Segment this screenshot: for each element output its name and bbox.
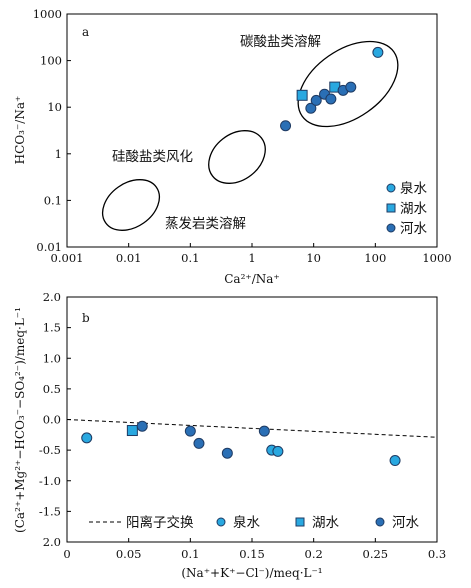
y-tick-label: 10 (47, 100, 62, 114)
data-point-river (258, 425, 270, 437)
data-point-spring (272, 445, 284, 457)
data-point-lake (126, 425, 138, 437)
x-tick-label: 100 (364, 251, 386, 265)
legend-marker-lake (386, 203, 396, 213)
panel-b-points (81, 420, 401, 467)
y-tick-label: 1.0 (43, 351, 61, 365)
panel-b-frame (66, 296, 438, 543)
x-tick-label: 0.001 (51, 251, 84, 265)
x-tick-label: 0.1 (181, 251, 199, 265)
panel-b-legend: 阳离子交换 泉水 湖水 河水 (89, 514, 419, 531)
panel-a-label: a (82, 25, 89, 39)
data-point-river (325, 93, 337, 105)
panel-b-ylabel: (Ca²⁺+Mg²⁺−HCO₃⁻−SO₄²⁻)/meq·L⁻¹ (13, 307, 27, 533)
x-tick-label: 0.1 (181, 547, 199, 561)
y-tick-label: -0.5 (39, 443, 61, 457)
panel-a: a 碳酸盐类溶解 硅酸盐类风化 蒸发岩类溶解 0.001 0.01 0.1 1 10 10… (13, 7, 452, 286)
data-point-river (345, 81, 357, 93)
data-point-river (184, 425, 196, 437)
legend-marker-spring (386, 183, 396, 193)
x-tick-label: 0.05 (116, 547, 142, 561)
panel-a-ylabel: HCO₃⁻/Na⁺ (13, 96, 27, 165)
y-tick-label: 1000 (33, 7, 62, 21)
panel-b-xlabel: (Na⁺+K⁺−Cl⁻)/meq·L⁻¹ (181, 566, 322, 580)
x-tick-label: 0.2 (305, 547, 323, 561)
carbonate-ellipse (297, 40, 399, 128)
x-tick-label: 0 (63, 547, 70, 561)
data-point-river (310, 94, 322, 106)
y-tick-label: 0.5 (43, 382, 61, 396)
y-tick-label: 0.0 (43, 413, 61, 427)
legend-label-lake: 湖水 (312, 515, 339, 531)
y-tick-label: 0.01 (36, 240, 62, 254)
y-tick-label: 1 (55, 147, 62, 161)
legend-marker-spring (216, 517, 226, 527)
legend-label-river: 河水 (392, 515, 419, 531)
panel-a-xlabel: Ca²⁺/Na⁺ (224, 272, 280, 286)
data-point-lake (296, 89, 308, 101)
legend-label-cation-exchange: 阳离子交换 (126, 514, 194, 531)
legend-label-spring: 泉水 (233, 514, 260, 531)
x-tick-label: 0.25 (363, 547, 389, 561)
y-tick-label: 0.1 (44, 193, 62, 207)
y-tick-label: -1.0 (39, 474, 61, 488)
legend-marker-river (386, 223, 396, 233)
data-point-river (280, 120, 292, 132)
x-tick-label: 10 (306, 251, 321, 265)
y-tick-label: 2.0 (43, 535, 61, 549)
legend-label-lake: 湖水 (400, 201, 427, 217)
y-tick-label: -1.5 (39, 504, 61, 518)
data-point-river (136, 420, 148, 432)
evaporite-ellipse (101, 179, 161, 231)
x-tick-label: 0.3 (428, 547, 446, 561)
legend-label-river: 河水 (400, 221, 427, 237)
x-tick-label: 0.01 (116, 251, 142, 265)
process-ellipses (101, 40, 399, 231)
panel-b-label: b (82, 311, 90, 325)
data-point-river (193, 437, 205, 449)
panel-b-ticks: 0 0.05 0.1 0.15 0.2 0.25 0.3 2.0 1.5 1.0 0.5 0.0 -0.… (39, 290, 446, 561)
annotation-silicate: 硅酸盐类风化 (112, 149, 193, 165)
cation-exchange-line (66, 419, 438, 438)
data-point-spring (389, 455, 401, 467)
legend-marker-lake (295, 517, 305, 527)
annotation-evaporite: 蒸发岩类溶解 (165, 216, 246, 232)
data-point-river (221, 447, 233, 459)
y-tick-label: 2.0 (43, 290, 61, 304)
y-tick-label: 100 (40, 54, 62, 68)
legend-label-spring: 泉水 (400, 180, 427, 197)
legend-marker-river (375, 517, 385, 527)
x-tick-label: 1000 (422, 251, 451, 265)
panel-b: b 0 0.05 0.1 0.15 0.2 0.25 0.3 2.0 1.5 1.0 0.5 0.0 -… (13, 290, 446, 580)
annotation-carbonate: 碳酸盐类溶解 (240, 34, 321, 50)
silicate-ellipse (208, 130, 266, 184)
x-tick-label: 0.15 (239, 547, 265, 561)
x-tick-label: 1 (248, 251, 255, 265)
panel-b-line (66, 419, 438, 438)
y-tick-label: 1.5 (43, 321, 61, 335)
data-point-river (305, 102, 317, 114)
data-point-spring (81, 432, 93, 444)
panel-a-points (280, 46, 384, 132)
data-point-spring (372, 46, 384, 58)
